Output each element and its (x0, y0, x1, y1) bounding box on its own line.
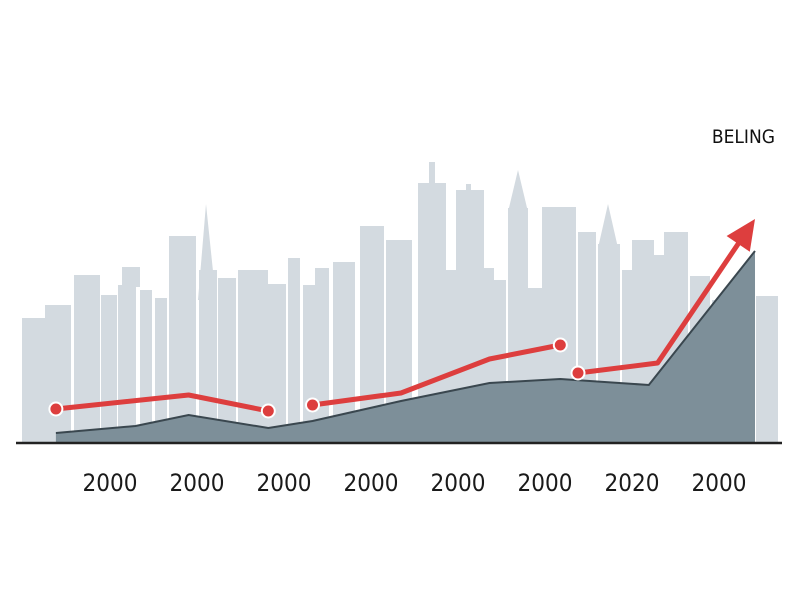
line-point (48, 401, 64, 417)
line-series-markers (48, 337, 586, 419)
x-tick-label: 2000 (83, 469, 138, 497)
line-segment-2 (310, 342, 563, 408)
x-tick-label: 2000 (170, 469, 225, 497)
x-tick-label: 2000 (257, 469, 312, 497)
line-point (305, 397, 320, 413)
line-point (260, 403, 276, 419)
x-tick-label: 2000 (692, 469, 747, 497)
x-tick-label: 2000 (431, 469, 486, 497)
x-axis-tick-labels: 2000 2000 2000 2000 2000 2000 2020 2000 (83, 469, 747, 497)
annotation-label: BELING (712, 126, 775, 148)
area-series (55, 251, 755, 443)
x-tick-label: 2020 (605, 469, 660, 497)
line-segment-3 (575, 231, 748, 376)
line-point (552, 337, 568, 353)
line-series-arrowhead (726, 219, 755, 252)
line-point (570, 365, 586, 381)
area-series-edge (55, 250, 756, 434)
line-segment-1 (53, 392, 271, 414)
x-tick-label: 2000 (344, 469, 399, 497)
x-tick-label: 2000 (518, 469, 573, 497)
line-series (53, 231, 748, 414)
